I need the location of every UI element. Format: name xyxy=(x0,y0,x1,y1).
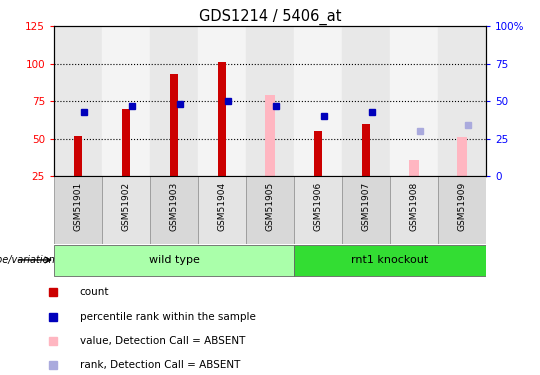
Bar xyxy=(390,176,438,244)
Bar xyxy=(54,246,294,276)
Bar xyxy=(342,26,390,176)
Bar xyxy=(198,26,246,176)
Bar xyxy=(409,160,418,176)
Bar xyxy=(102,26,150,176)
Text: wild type: wild type xyxy=(148,255,199,265)
Bar xyxy=(342,176,390,244)
Bar xyxy=(314,131,322,176)
Bar xyxy=(122,109,130,176)
Bar xyxy=(150,176,198,244)
Text: value, Detection Call = ABSENT: value, Detection Call = ABSENT xyxy=(79,336,245,346)
Text: GSM51908: GSM51908 xyxy=(409,182,418,231)
Text: GSM51902: GSM51902 xyxy=(122,182,131,231)
Text: GSM51909: GSM51909 xyxy=(457,182,467,231)
Bar xyxy=(74,136,82,176)
Text: GSM51907: GSM51907 xyxy=(361,182,370,231)
Bar xyxy=(438,26,486,176)
Bar xyxy=(246,176,294,244)
Bar xyxy=(294,26,342,176)
Bar xyxy=(390,26,438,176)
Bar xyxy=(170,74,178,176)
Bar xyxy=(54,176,102,244)
Bar xyxy=(294,176,342,244)
Bar xyxy=(265,95,275,176)
Title: GDS1214 / 5406_at: GDS1214 / 5406_at xyxy=(199,9,341,25)
Bar xyxy=(294,246,486,276)
Bar xyxy=(438,176,486,244)
Text: rnt1 knockout: rnt1 knockout xyxy=(352,255,429,265)
Text: percentile rank within the sample: percentile rank within the sample xyxy=(79,312,255,321)
Text: genotype/variation: genotype/variation xyxy=(0,255,55,265)
Bar xyxy=(54,26,102,176)
Text: rank, Detection Call = ABSENT: rank, Detection Call = ABSENT xyxy=(79,360,240,370)
Text: GSM51906: GSM51906 xyxy=(314,182,322,231)
Bar xyxy=(198,176,246,244)
Text: count: count xyxy=(79,287,109,297)
Bar xyxy=(150,26,198,176)
Text: GSM51903: GSM51903 xyxy=(170,182,179,231)
Bar xyxy=(457,137,467,176)
Bar xyxy=(362,124,370,176)
Bar xyxy=(246,26,294,176)
Text: GSM51904: GSM51904 xyxy=(218,182,226,231)
Bar xyxy=(218,62,226,176)
Text: GSM51905: GSM51905 xyxy=(266,182,274,231)
Bar xyxy=(102,176,150,244)
Text: GSM51901: GSM51901 xyxy=(73,182,83,231)
